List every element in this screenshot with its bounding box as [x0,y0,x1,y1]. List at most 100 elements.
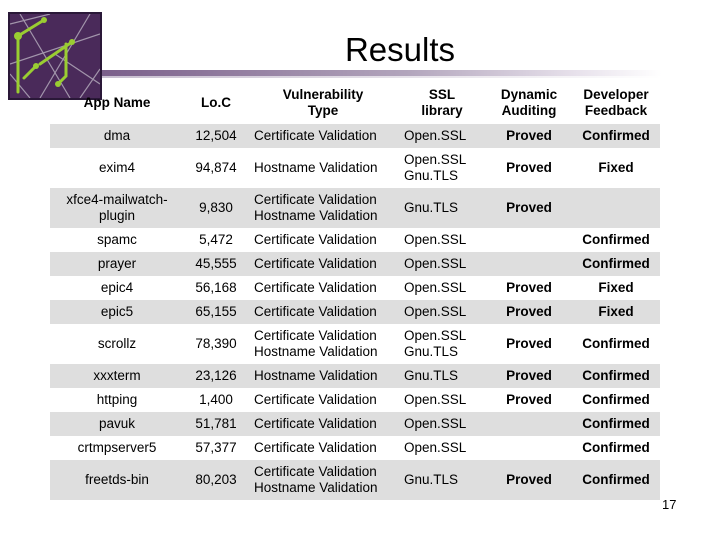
header-developer-feedback: Developer Feedback [583,87,649,118]
cell-dynamic-auditing [486,252,572,276]
table-row: crtmpserver5 57,377 Certificate Validation… [50,436,660,460]
cell-vulnerability-type: Certificate Validation Hostname Validatio… [248,188,398,228]
cell-dynamic-auditing: Proved [486,276,572,300]
cell-vulnerability-type: Hostname Validation [248,148,398,188]
cell-ssl-library: Open.SSL Gnu.TLS [398,148,486,188]
results-table: App Name Lo.C Vulnerability Type SSL libra… [50,82,660,500]
cell-developer-feedback: Confirmed [572,412,660,436]
cell-ssl-library: Open.SSL [398,388,486,412]
cell-app-name: spamc [50,228,184,252]
cell-developer-feedback: Confirmed [572,460,660,500]
cell-app-name: prayer [50,252,184,276]
cell-loc: 23,126 [184,364,248,388]
cell-loc: 1,400 [184,388,248,412]
cell-loc: 5,472 [184,228,248,252]
cell-vulnerability-type: Certificate Validation [248,436,398,460]
cell-vulnerability-type: Certificate Validation Hostname Validatio… [248,324,398,364]
cell-vulnerability-type: Certificate Validation [248,228,398,252]
cell-vulnerability-type: Certificate Validation [248,276,398,300]
cell-dynamic-auditing [486,412,572,436]
cell-ssl-library: Open.SSL [398,412,486,436]
table-row: scrollz 78,390 Certificate Validation Hostn… [50,324,660,364]
cell-developer-feedback [572,188,660,228]
table-row: dma 12,504 Certificate Validation Open.SSL P… [50,124,660,148]
cell-dynamic-auditing: Proved [486,324,572,364]
cell-developer-feedback: Fixed [572,276,660,300]
cell-app-name: dma [50,124,184,148]
cell-ssl-library: Open.SSL [398,228,486,252]
cell-developer-feedback: Confirmed [572,436,660,460]
cell-loc: 45,555 [184,252,248,276]
cell-app-name: httping [50,388,184,412]
logo [8,12,102,100]
cell-vulnerability-type: Certificate Validation [248,388,398,412]
table-row: httping 1,400 Certificate Validation Open.S… [50,388,660,412]
cell-dynamic-auditing: Proved [486,388,572,412]
cell-developer-feedback: Confirmed [572,124,660,148]
cell-vulnerability-type: Certificate Validation [248,124,398,148]
cell-app-name: freetds-bin [50,460,184,500]
cell-ssl-library: Open.SSL [398,300,486,324]
cell-dynamic-auditing: Proved [486,364,572,388]
cell-loc: 51,781 [184,412,248,436]
table-row: freetds-bin 80,203 Certificate Validation H… [50,460,660,500]
cell-vulnerability-type: Certificate Validation [248,412,398,436]
cell-loc: 12,504 [184,124,248,148]
slide-title: Results [344,31,456,68]
cell-ssl-library: Open.SSL [398,276,486,300]
cell-app-name: crtmpserver5 [50,436,184,460]
logo-graphic [10,14,100,98]
cell-app-name: xfce4-mailwatch-plugin [50,188,184,228]
cell-ssl-library: Open.SSL [398,436,486,460]
cell-loc: 65,155 [184,300,248,324]
cell-loc: 56,168 [184,276,248,300]
table-row: spamc 5,472 Certificate Validation Open.SSL… [50,228,660,252]
cell-ssl-library: Gnu.TLS [398,188,486,228]
cell-app-name: xxxterm [50,364,184,388]
cell-developer-feedback: Fixed [572,300,660,324]
cell-developer-feedback: Confirmed [572,388,660,412]
page-number: 17 [662,497,677,512]
cell-developer-feedback: Confirmed [572,252,660,276]
cell-ssl-library: Gnu.TLS [398,460,486,500]
header-loc: Lo.C [201,95,231,110]
cell-ssl-library: Open.SSL [398,252,486,276]
cell-loc: 78,390 [184,324,248,364]
cell-loc: 9,830 [184,188,248,228]
table-row: epic4 56,168 Certificate Validation Open.SS… [50,276,660,300]
header-ssl-library: SSL library [421,87,463,118]
table-body: dma 12,504 Certificate Validation Open.SSL P… [50,124,660,500]
cell-developer-feedback: Confirmed [572,364,660,388]
cell-vulnerability-type: Certificate Validation Hostname Validatio… [248,460,398,500]
cell-vulnerability-type: Hostname Validation [248,364,398,388]
cell-dynamic-auditing: Proved [486,124,572,148]
cell-dynamic-auditing [486,228,572,252]
table-row: exim4 94,874 Hostname Validation Open.SSL Gn… [50,148,660,188]
cell-loc: 94,874 [184,148,248,188]
table-header-row: App Name Lo.C Vulnerability Type SSL libra… [50,82,660,124]
table-row: prayer 45,555 Certificate Validation Open.S… [50,252,660,276]
cell-app-name: exim4 [50,148,184,188]
header-dynamic-auditing: Dynamic Auditing [500,87,558,118]
header-app-name: App Name [83,95,151,110]
cell-vulnerability-type: Certificate Validation [248,252,398,276]
cell-ssl-library: Open.SSL Gnu.TLS [398,324,486,364]
table-row: xxxterm 23,126 Hostname Validation Gnu.TLS P… [50,364,660,388]
cell-dynamic-auditing: Proved [486,148,572,188]
cell-dynamic-auditing: Proved [486,300,572,324]
cell-app-name: epic5 [50,300,184,324]
cell-dynamic-auditing: Proved [486,188,572,228]
header-vulnerability-type: Vulnerability Type [282,87,364,118]
cell-loc: 57,377 [184,436,248,460]
cell-developer-feedback: Fixed [572,148,660,188]
table-row: pavuk 51,781 Certificate Validation Open.SS… [50,412,660,436]
title-underline [102,70,720,78]
cell-ssl-library: Open.SSL [398,124,486,148]
cell-vulnerability-type: Certificate Validation [248,300,398,324]
cell-developer-feedback: Confirmed [572,324,660,364]
cell-app-name: pavuk [50,412,184,436]
table-row: epic5 65,155 Certificate Validation Open.SS… [50,300,660,324]
table-row: xfce4-mailwatch-plugin 9,830 Certificate V… [50,188,660,228]
cell-developer-feedback: Confirmed [572,228,660,252]
cell-app-name: epic4 [50,276,184,300]
